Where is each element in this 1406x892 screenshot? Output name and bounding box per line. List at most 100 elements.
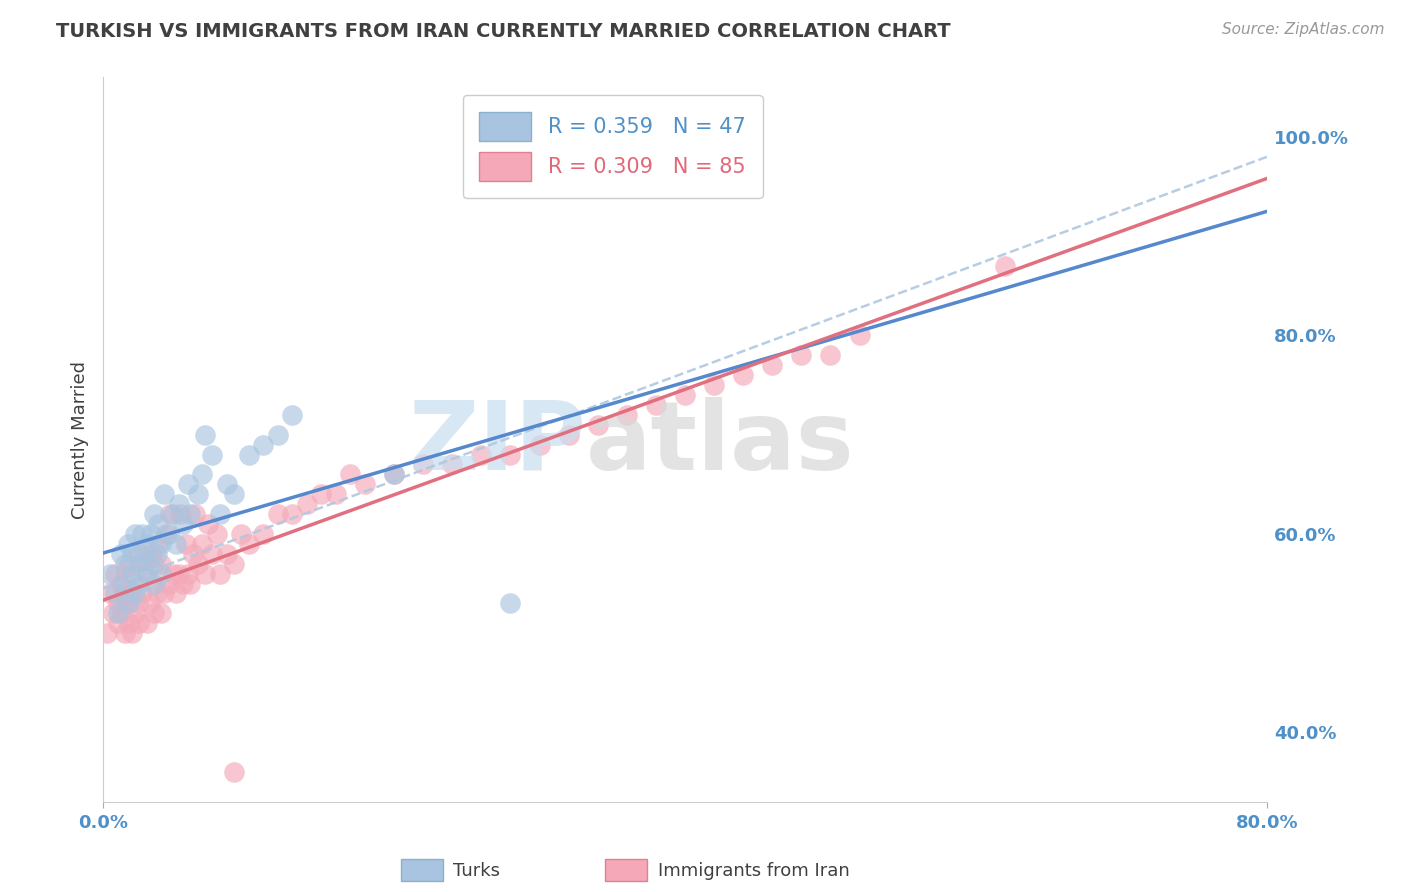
Point	[124, 607, 146, 621]
Point	[127, 596, 149, 610]
Point	[121, 547, 143, 561]
Point	[382, 467, 405, 482]
Point	[616, 408, 638, 422]
Point	[339, 467, 361, 482]
Point	[820, 348, 842, 362]
Point	[165, 537, 187, 551]
Point	[124, 566, 146, 581]
Point	[179, 576, 201, 591]
Point	[150, 537, 173, 551]
Point	[104, 586, 127, 600]
Point	[179, 507, 201, 521]
Point	[790, 348, 813, 362]
Point	[118, 616, 141, 631]
Point	[586, 417, 609, 432]
Point	[148, 516, 170, 531]
Point	[281, 507, 304, 521]
Point	[165, 586, 187, 600]
Point	[222, 557, 245, 571]
Point	[703, 378, 725, 392]
Point	[162, 566, 184, 581]
Point	[733, 368, 755, 383]
Text: Immigrants from Iran: Immigrants from Iran	[658, 863, 849, 880]
Point	[143, 576, 166, 591]
Text: ZIP: ZIP	[408, 397, 586, 490]
Point	[529, 437, 551, 451]
Text: atlas: atlas	[586, 397, 855, 490]
Point	[176, 566, 198, 581]
Point	[169, 507, 191, 521]
Point	[128, 576, 150, 591]
Point	[201, 448, 224, 462]
Text: Turks: Turks	[453, 863, 499, 880]
Y-axis label: Currently Married: Currently Married	[72, 360, 89, 518]
Point	[191, 537, 214, 551]
Point	[354, 477, 377, 491]
Point	[146, 547, 169, 561]
Point	[162, 507, 184, 521]
Point	[131, 527, 153, 541]
Text: Source: ZipAtlas.com: Source: ZipAtlas.com	[1222, 22, 1385, 37]
Point	[157, 527, 180, 541]
Point	[139, 527, 162, 541]
Point	[146, 586, 169, 600]
Point	[673, 388, 696, 402]
Point	[132, 557, 155, 571]
Point	[112, 586, 135, 600]
Point	[124, 586, 146, 600]
Point	[187, 487, 209, 501]
Point	[848, 328, 870, 343]
Point	[135, 537, 157, 551]
Point	[150, 557, 173, 571]
Point	[172, 576, 194, 591]
Point	[107, 607, 129, 621]
Point	[153, 586, 176, 600]
Point	[96, 626, 118, 640]
Point	[117, 537, 139, 551]
Point	[104, 566, 127, 581]
Point	[222, 487, 245, 501]
Point	[110, 547, 132, 561]
Point	[252, 437, 274, 451]
Point	[184, 507, 207, 521]
Point	[499, 448, 522, 462]
Point	[994, 259, 1017, 273]
Point	[267, 507, 290, 521]
Point	[311, 487, 333, 501]
Point	[205, 527, 228, 541]
Point	[645, 398, 668, 412]
Point	[135, 566, 157, 581]
Point	[139, 547, 162, 561]
Point	[143, 557, 166, 571]
Text: TURKISH VS IMMIGRANTS FROM IRAN CURRENTLY MARRIED CORRELATION CHART: TURKISH VS IMMIGRANTS FROM IRAN CURRENTL…	[56, 22, 950, 41]
Point	[441, 458, 464, 472]
Point	[150, 566, 173, 581]
Point	[761, 358, 783, 372]
Point	[231, 527, 253, 541]
Point	[281, 408, 304, 422]
Point	[201, 547, 224, 561]
Point	[150, 607, 173, 621]
Point	[267, 427, 290, 442]
Point	[470, 448, 492, 462]
Point	[238, 448, 260, 462]
Point	[128, 547, 150, 561]
Point	[194, 566, 217, 581]
Point	[172, 516, 194, 531]
Point	[114, 626, 136, 640]
Point	[153, 487, 176, 501]
Point	[143, 607, 166, 621]
Point	[100, 566, 122, 581]
Point	[382, 467, 405, 482]
Point	[107, 596, 129, 610]
Point	[191, 467, 214, 482]
Point	[499, 596, 522, 610]
Point	[176, 477, 198, 491]
Point	[238, 537, 260, 551]
Point	[121, 566, 143, 581]
Point	[148, 537, 170, 551]
Legend: R = 0.359   N = 47, R = 0.309   N = 85: R = 0.359 N = 47, R = 0.309 N = 85	[463, 95, 762, 198]
Point	[208, 566, 231, 581]
Point	[155, 527, 177, 541]
Point	[114, 557, 136, 571]
